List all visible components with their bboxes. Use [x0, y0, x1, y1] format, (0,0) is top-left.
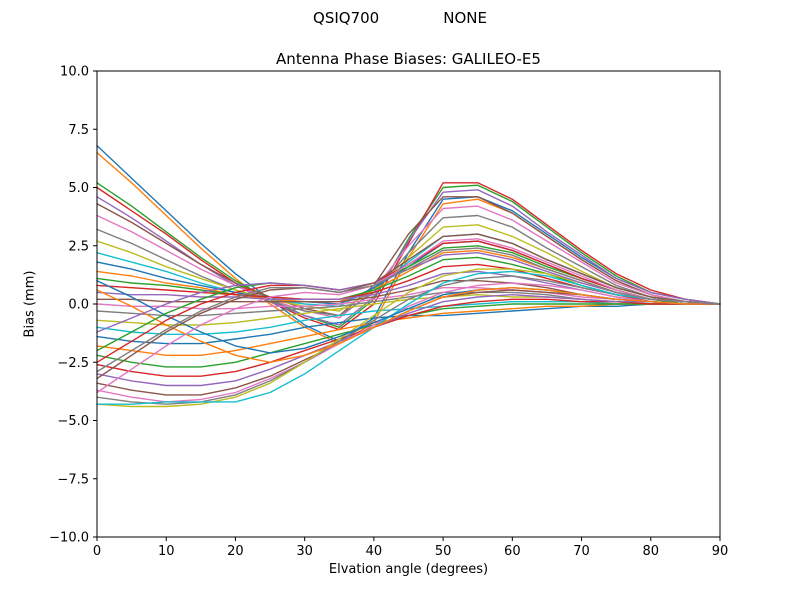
series-line [96, 270, 721, 405]
y-tick-label: −7.5 [57, 472, 89, 487]
y-tick-label: 5.0 [68, 181, 89, 196]
x-tick-label: 0 [93, 544, 101, 559]
y-tick-label: −10.0 [49, 531, 89, 546]
series-line [96, 238, 721, 394]
x-tick-label: 90 [712, 544, 729, 559]
suptitle-right: NONE [443, 9, 487, 27]
series-line [96, 233, 721, 380]
y-tick-label: 0.0 [68, 298, 89, 313]
series-line [96, 282, 721, 403]
series-line [96, 182, 721, 328]
x-tick-label: 20 [227, 544, 244, 559]
x-tick-label: 30 [296, 544, 313, 559]
series-line [96, 182, 721, 331]
series-line [96, 303, 721, 345]
y-tick-label: 2.5 [68, 239, 89, 254]
y-tick-label: −5.0 [57, 414, 89, 429]
x-tick-label: 40 [366, 544, 383, 559]
x-tick-label: 70 [573, 544, 590, 559]
figure-suptitle: QSIQ700 NONE [0, 9, 800, 27]
y-tick-label: 7.5 [68, 123, 89, 138]
series-line [96, 214, 721, 317]
series-line [96, 196, 721, 317]
x-axis-label: Elvation angle (degrees) [328, 562, 489, 577]
series-line [96, 205, 721, 319]
series-line [96, 294, 721, 387]
series-line [96, 247, 721, 373]
series-line [96, 287, 721, 363]
x-tick-label: 80 [643, 544, 660, 559]
y-tick-label: −2.5 [57, 356, 89, 371]
plot-title: Antenna Phase Biases: GALILEO-E5 [276, 50, 541, 68]
suptitle-left: QSIQ700 [313, 9, 380, 27]
y-tick-label: 10.0 [60, 65, 89, 80]
x-tick-label: 10 [158, 544, 175, 559]
x-tick-label: 60 [504, 544, 521, 559]
x-tick-label: 50 [435, 544, 452, 559]
